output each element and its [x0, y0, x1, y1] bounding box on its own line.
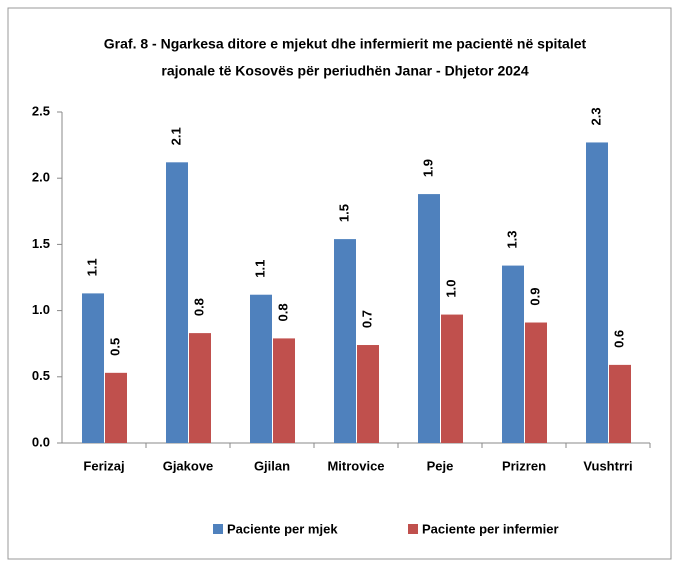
bar [357, 345, 379, 443]
x-tick-label: Gjilan [254, 458, 290, 473]
y-tick-label: 1.5 [32, 236, 50, 251]
data-label: 1.3 [504, 231, 519, 249]
x-tick-label: Gjakove [163, 458, 214, 473]
bar [82, 293, 104, 443]
bar [441, 314, 463, 443]
x-tick-label: Peje [427, 458, 454, 473]
bar [189, 333, 211, 443]
bar [525, 322, 547, 443]
data-label: 1.1 [252, 260, 267, 278]
bar [166, 162, 188, 443]
bar [250, 294, 272, 443]
y-tick-label: 1.0 [32, 302, 50, 317]
bar [334, 239, 356, 443]
data-label: 0.5 [107, 338, 122, 356]
legend-swatch [213, 524, 223, 534]
data-label: 0.9 [527, 287, 542, 305]
data-label: 0.8 [275, 303, 290, 321]
bar [609, 364, 631, 443]
x-tick-label: Vushtrri [583, 458, 632, 473]
data-label: 2.1 [168, 127, 183, 145]
chart-title: rajonale të Kosovës për periudhën Janar … [161, 63, 528, 79]
y-tick-label: 2.0 [32, 170, 50, 185]
data-label: 0.8 [191, 298, 206, 316]
bar [586, 142, 608, 443]
bar [105, 372, 127, 443]
y-tick-label: 0.0 [32, 434, 50, 449]
legend-label: Paciente per mjek [227, 521, 338, 536]
data-label: 1.0 [443, 280, 458, 298]
y-tick-label: 0.5 [32, 368, 50, 383]
x-tick-label: Prizren [502, 458, 546, 473]
data-label: 0.6 [611, 330, 626, 348]
bar [418, 194, 440, 443]
data-label: 1.9 [420, 159, 435, 177]
data-label: 0.7 [359, 310, 374, 328]
bar [502, 265, 524, 443]
chart-title: Graf. 8 - Ngarkesa ditore e mjekut dhe i… [104, 36, 587, 52]
bar [273, 338, 295, 443]
data-label: 1.1 [84, 258, 99, 276]
data-label: 1.5 [336, 204, 351, 222]
legend-swatch [408, 524, 418, 534]
data-label: 2.3 [588, 107, 603, 125]
y-tick-label: 2.5 [32, 103, 50, 118]
legend-label: Paciente per infermier [422, 521, 559, 536]
x-tick-label: Mitrovice [327, 458, 384, 473]
x-tick-label: Ferizaj [83, 458, 124, 473]
